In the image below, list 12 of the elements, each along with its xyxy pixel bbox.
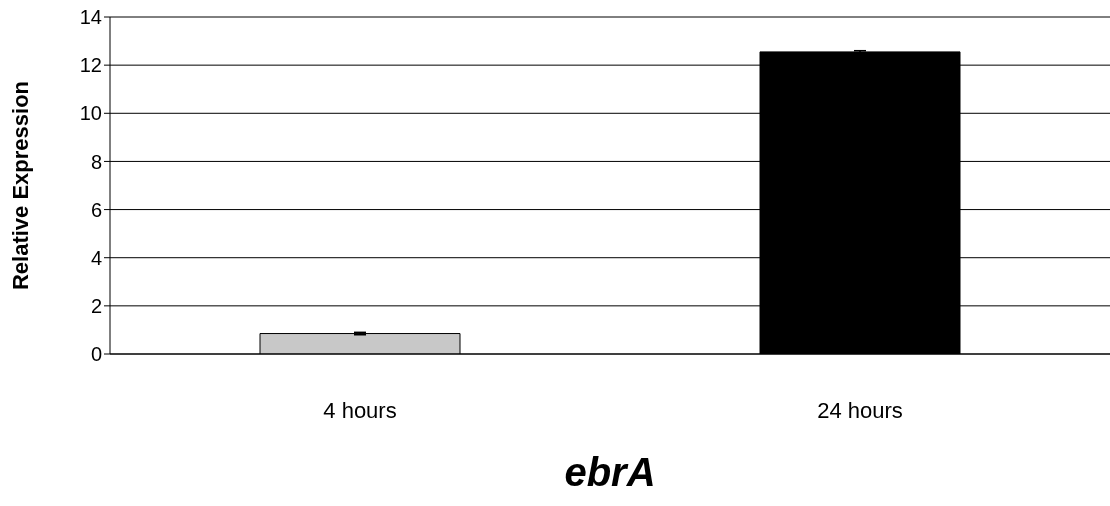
y-tick-label: 0 [90,343,102,366]
y-tick-label: 12 [79,54,102,77]
y-tick-label: 2 [90,294,102,317]
x-axis-title: ebrA [564,450,656,494]
y-tick-label: 6 [90,198,102,221]
y-tick-label: 8 [90,150,102,173]
y-tick-label: 4 [90,246,102,269]
y-axis-title: Relative Expression [7,80,33,291]
x-tick-label: 4 hours [323,397,397,423]
y-tick-label: 14 [79,6,102,29]
y-tick-label: 10 [79,102,102,125]
x-tick-label: 24 hours [817,397,903,423]
